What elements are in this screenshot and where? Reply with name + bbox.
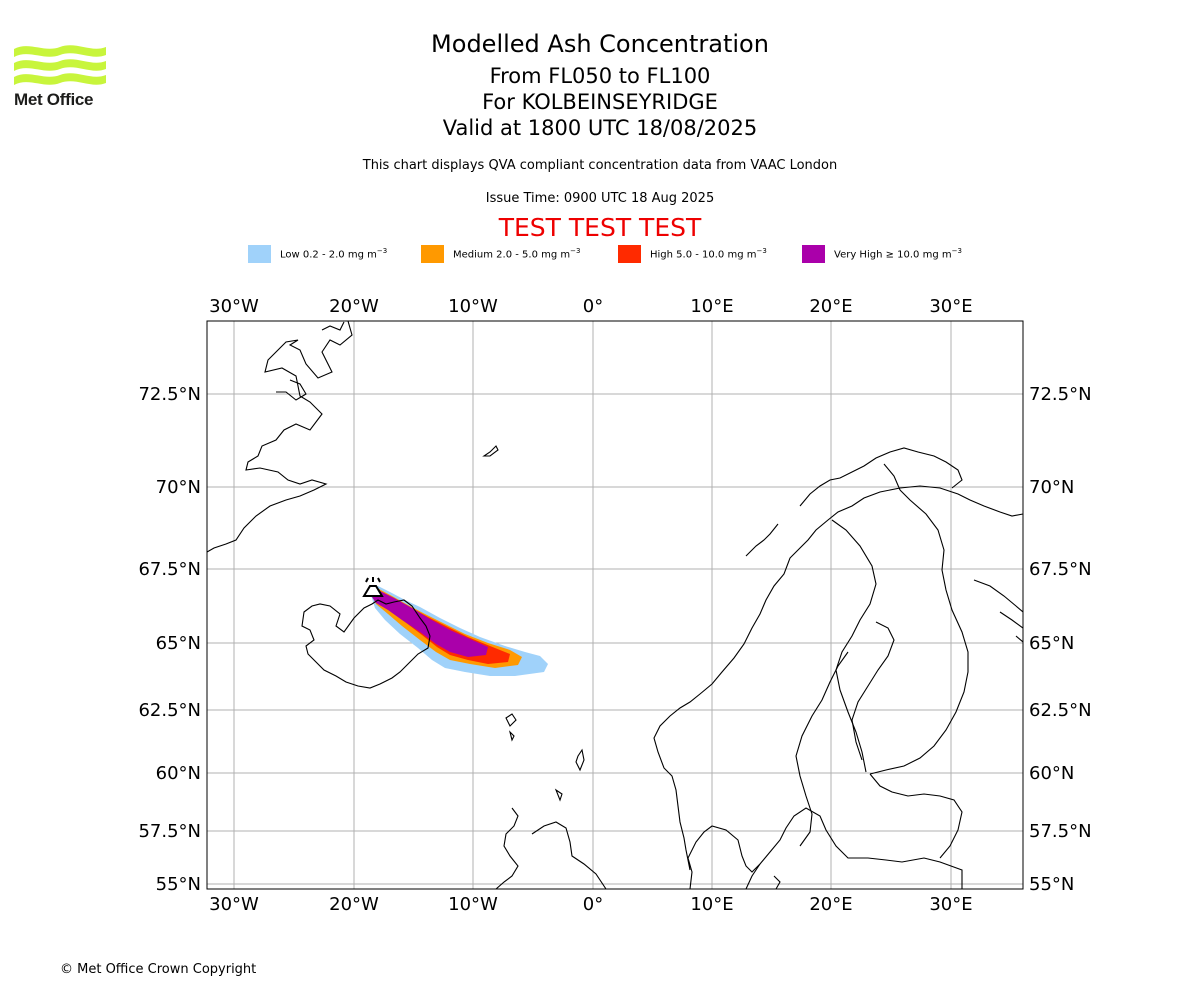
lon-label-bottom: 30°E: [929, 894, 972, 915]
lon-label-top: 0°: [583, 296, 603, 317]
lat-label-right: 72.5°N: [1029, 384, 1092, 405]
lat-label-left: 65°N: [156, 633, 201, 654]
lat-label-right: 55°N: [1029, 874, 1074, 895]
lon-label-top: 20°W: [329, 296, 379, 317]
russia-kola-coast: [973, 579, 1023, 643]
lat-label-left: 67.5°N: [138, 559, 201, 580]
legend-item-very-high: Very High ≥ 10.0 mg m−3: [802, 243, 962, 265]
lon-label-bottom: 10°W: [448, 894, 498, 915]
finland-coast: [869, 463, 969, 775]
lat-label-right: 67.5°N: [1029, 559, 1092, 580]
lon-label-top: 10°E: [690, 296, 733, 317]
shetland-coast: [575, 748, 585, 772]
lat-labels: 72.5°N 70°N 67.5°N 65°N 62.5°N 60°N 57.5…: [138, 384, 1091, 895]
graticule: [207, 321, 1023, 889]
test-banner: TEST TEST TEST: [498, 213, 702, 242]
baltic-states-coast: [869, 773, 963, 859]
lon-label-top: 30°W: [209, 296, 259, 317]
legend-label-very-high: Very High ≥ 10.0 mg m−3: [834, 247, 962, 261]
jan-mayen-coast: [482, 445, 499, 457]
ash-plume: [370, 586, 548, 676]
location-title: For KOLBEINSEYRIDGE: [482, 90, 718, 114]
greenland-coast: [207, 321, 353, 553]
lat-label-left: 62.5°N: [138, 700, 201, 721]
compliance-note: This chart displays QVA compliant concen…: [362, 158, 838, 173]
scandinavia-coast: [653, 485, 1023, 889]
legend-label-high: High 5.0 - 10.0 mg m−3: [650, 247, 767, 261]
legend-swatch-low: [248, 245, 271, 263]
lon-label-bottom: 0°: [583, 894, 603, 915]
sweden-finland-border: [831, 519, 877, 773]
lon-label-bottom: 20°W: [329, 894, 379, 915]
lat-label-left: 55°N: [156, 874, 201, 895]
met-office-logo-text: Met Office: [14, 90, 94, 109]
lon-label-bottom: 30°W: [209, 894, 259, 915]
lat-label-right: 65°N: [1029, 633, 1074, 654]
ash-very-high-band: [372, 591, 488, 657]
greenland-fjord: [276, 379, 307, 401]
coastlines: [207, 321, 1023, 889]
legend-swatch-medium: [421, 245, 444, 263]
lat-label-left: 72.5°N: [138, 384, 201, 405]
lat-label-right: 70°N: [1029, 477, 1074, 498]
iceland-coast: [301, 599, 431, 689]
legend-label-low: Low 0.2 - 2.0 mg m−3: [280, 247, 388, 261]
valid-time: Valid at 1800 UTC 18/08/2025: [442, 116, 758, 140]
lat-label-right: 62.5°N: [1029, 700, 1092, 721]
issue-time: Issue Time: 0900 UTC 18 Aug 2025: [485, 191, 715, 206]
chart-title: Modelled Ash Concentration: [431, 30, 769, 58]
scotland-coast: [495, 788, 607, 889]
legend-item-low: Low 0.2 - 2.0 mg m−3: [248, 243, 387, 265]
lon-label-top: 10°W: [448, 296, 498, 317]
lat-label-left: 60°N: [156, 763, 201, 784]
met-office-logo-icon: [14, 45, 106, 85]
flight-level-range: From FL050 to FL100: [489, 64, 711, 88]
legend-label-medium: Medium 2.0 - 5.0 mg m−3: [453, 247, 581, 261]
lat-label-right: 57.5°N: [1029, 821, 1092, 842]
map-frame: [206, 320, 1024, 890]
denmark-coast: [745, 863, 781, 889]
sweden-east-coast: [795, 651, 849, 847]
legend-swatch-very-high: [802, 245, 825, 263]
concentration-legend: Low 0.2 - 2.0 mg m−3 Medium 2.0 - 5.0 mg…: [0, 243, 1200, 265]
lon-label-bottom: 10°E: [690, 894, 733, 915]
lon-label-top: 30°E: [929, 296, 972, 317]
legend-item-medium: Medium 2.0 - 5.0 mg m−3: [421, 243, 580, 265]
faroe-islands-coast: [505, 713, 517, 742]
scandinavia-north-islands: [745, 447, 963, 557]
lat-label-right: 60°N: [1029, 763, 1074, 784]
lat-label-left: 70°N: [156, 477, 201, 498]
lat-label-left: 57.5°N: [138, 821, 201, 842]
lon-labels: 30°W 20°W 10°W 0° 10°E 20°E 30°E 30°W 20…: [209, 296, 972, 915]
lon-label-bottom: 20°E: [809, 894, 852, 915]
legend-item-high: High 5.0 - 10.0 mg m−3: [618, 243, 767, 265]
copyright-notice: © Met Office Crown Copyright: [60, 962, 257, 977]
lon-label-top: 20°E: [809, 296, 852, 317]
volcano-icon: [362, 577, 384, 597]
map-area: [207, 321, 1023, 889]
gulf-of-bothnia: [851, 621, 895, 761]
greenland-east-edge: [321, 321, 345, 331]
legend-swatch-high: [618, 245, 641, 263]
